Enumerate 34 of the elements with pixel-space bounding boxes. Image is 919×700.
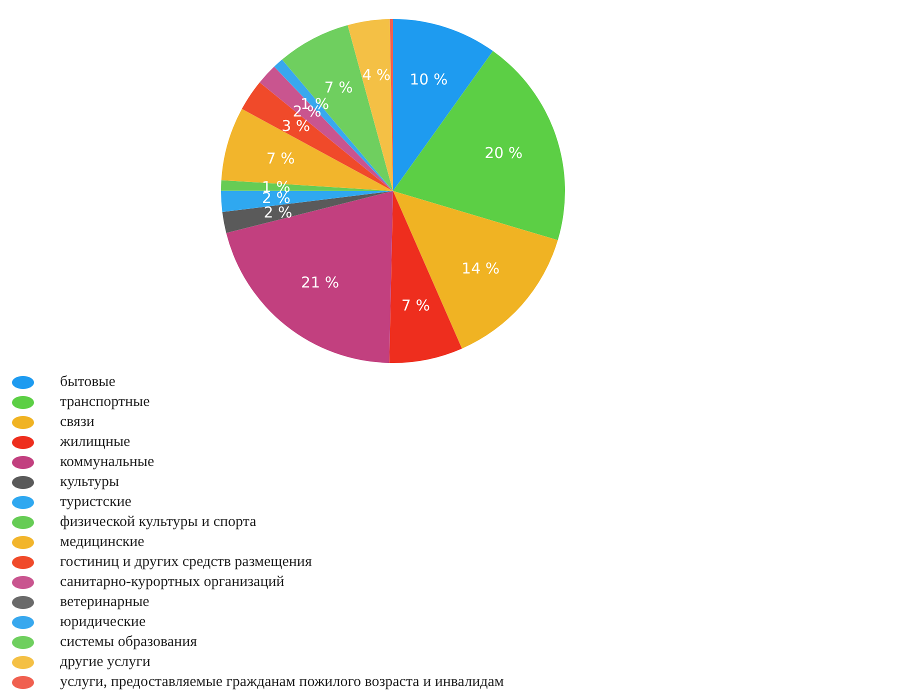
- data-label: 21 %: [301, 273, 340, 292]
- legend-label: бытовые: [60, 374, 116, 390]
- legend-label: медицинские: [60, 534, 144, 550]
- data-label: 7 %: [401, 296, 430, 315]
- data-label: 7 %: [266, 150, 295, 168]
- pie-slice: [222, 191, 393, 233]
- legend-label: связи: [60, 414, 94, 430]
- legend-label: санитарно-курортных организаций: [60, 574, 284, 590]
- legend-label: физической культуры и спорта: [60, 514, 256, 530]
- legend-label: транспортные: [60, 394, 150, 410]
- pie-slice: [242, 82, 393, 191]
- data-label: 3 %: [282, 116, 310, 135]
- legend-label: жилищные: [60, 434, 130, 450]
- legend-label: другие услуги: [60, 654, 150, 670]
- legend-label: ветеринарные: [60, 594, 150, 610]
- legend-label: культуры: [60, 474, 120, 490]
- data-label: 20 %: [484, 144, 523, 162]
- legend-label: системы образования: [60, 634, 197, 650]
- legend-label: коммунальные: [60, 454, 154, 470]
- legend-label: услуги, предоставляемые гражданам пожилого возраста и инвалидам: [60, 674, 504, 690]
- pie-slice: [393, 191, 558, 349]
- data-label: 2 %: [264, 203, 292, 222]
- legend-label: туристские: [60, 494, 132, 510]
- data-label: 10 %: [410, 70, 448, 89]
- pie-slice: [389, 191, 462, 363]
- pie-slice: [226, 191, 393, 363]
- data-label: 7 %: [324, 78, 353, 96]
- data-label: 4 %: [362, 66, 391, 84]
- pie-slice: [274, 60, 393, 191]
- pie-slice: [260, 66, 393, 191]
- pie-slice: [393, 51, 565, 240]
- legend-label: гостиниц и других средств размещения: [60, 554, 312, 570]
- data-label: 14 %: [462, 259, 500, 278]
- legend-label: юридические: [60, 614, 146, 630]
